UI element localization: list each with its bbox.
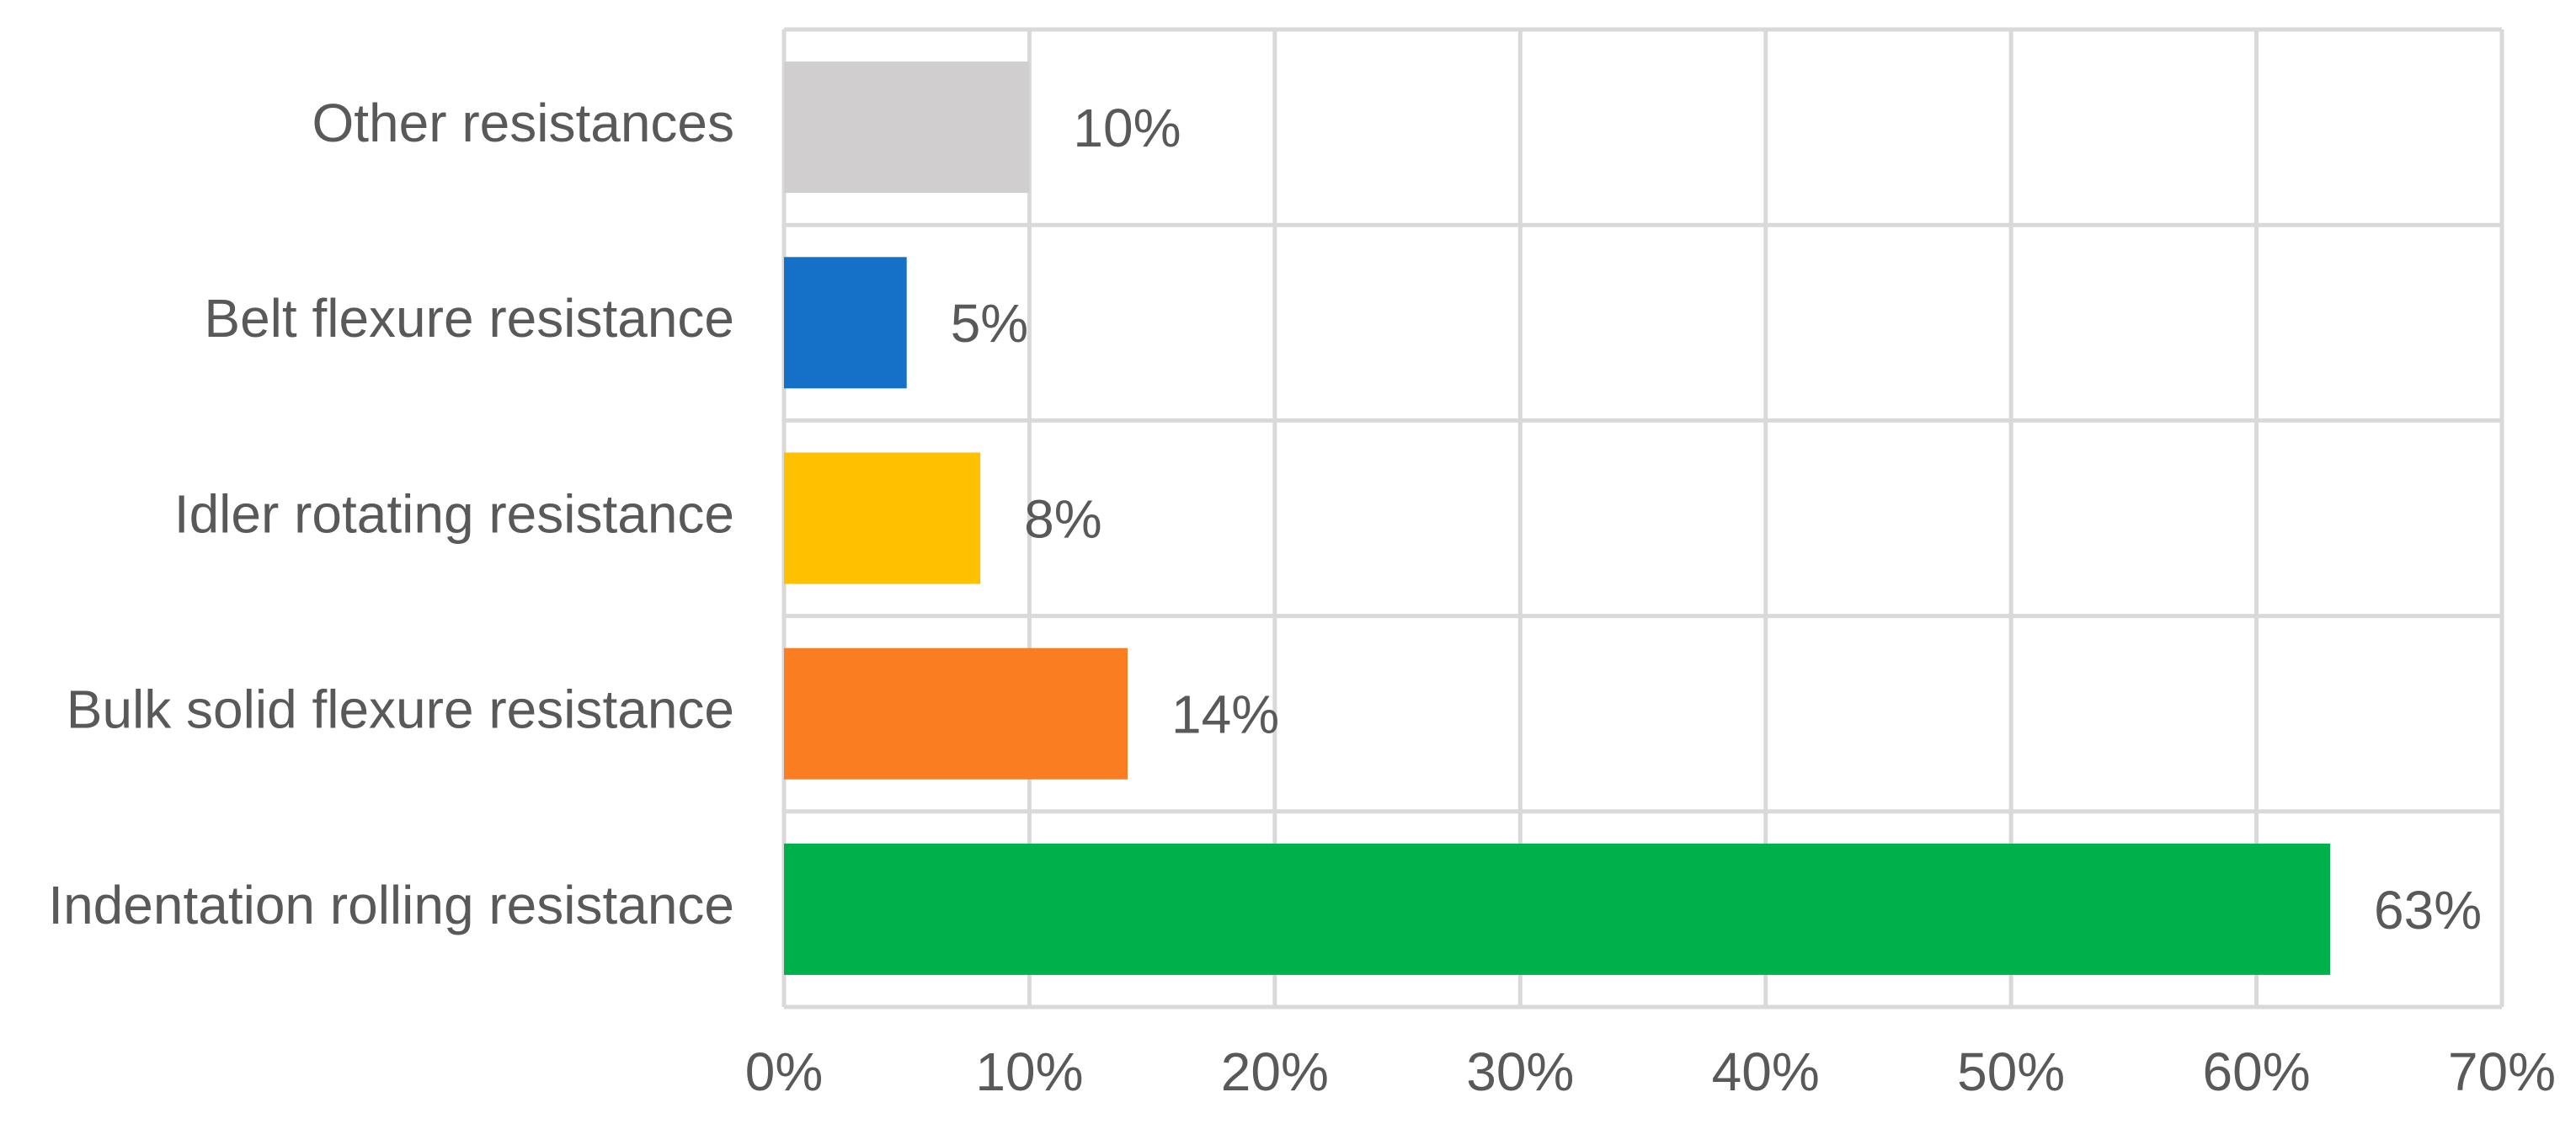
y-tick-label: Other resistances bbox=[312, 93, 734, 153]
bar bbox=[784, 843, 2330, 975]
value-label: 14% bbox=[1171, 685, 1279, 745]
y-tick-label: Idler rotating resistance bbox=[174, 483, 734, 544]
bar bbox=[784, 257, 907, 389]
y-tick-label: Bulk solid flexure resistance bbox=[67, 679, 734, 740]
x-tick-label: 60% bbox=[2203, 1041, 2311, 1102]
x-tick-label: 20% bbox=[1221, 1041, 1329, 1102]
value-label: 8% bbox=[1024, 488, 1102, 549]
x-tick-label: 40% bbox=[1712, 1041, 1820, 1102]
x-tick-label: 30% bbox=[1466, 1041, 1574, 1102]
bar bbox=[784, 452, 981, 584]
x-tick-label: 0% bbox=[745, 1041, 824, 1102]
x-tick-label: 70% bbox=[2448, 1041, 2556, 1102]
value-label: 63% bbox=[2374, 880, 2482, 940]
x-tick-label: 10% bbox=[975, 1041, 1083, 1102]
value-label: 10% bbox=[1073, 98, 1181, 158]
y-tick-label: Belt flexure resistance bbox=[204, 288, 734, 349]
bar bbox=[784, 647, 1128, 780]
x-tick-label: 50% bbox=[1957, 1041, 2065, 1102]
bar bbox=[784, 61, 1030, 194]
value-label: 5% bbox=[951, 293, 1029, 354]
y-tick-label: Indentation rolling resistance bbox=[48, 875, 734, 935]
